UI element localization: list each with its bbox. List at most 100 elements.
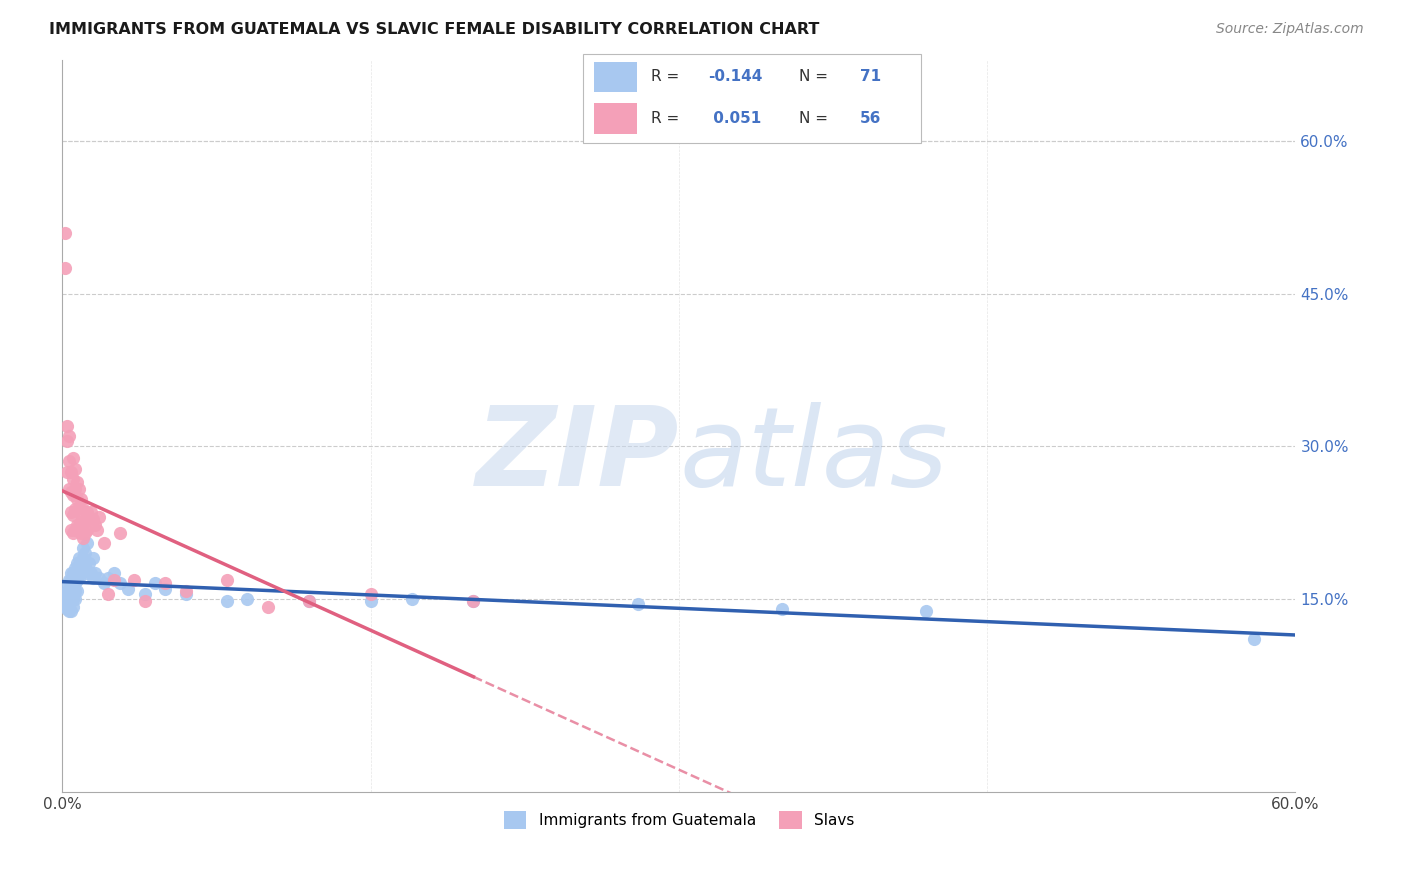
Point (75, 512, 97, 526)
Point (124, 574, 146, 588)
Point (58, 482, 80, 496)
Point (134, 593, 156, 607)
Point (58, 574, 80, 588)
Point (55, 580, 77, 594)
Point (215, 593, 238, 607)
Point (70, 508, 93, 523)
Point (59, 523, 82, 537)
Point (62, 508, 84, 523)
Point (66, 491, 89, 506)
Point (66, 574, 89, 588)
Point (70, 566, 93, 581)
Point (59, 505, 82, 519)
Point (174, 586, 197, 600)
Point (75, 558, 97, 573)
Point (77, 556, 100, 570)
Point (66, 563, 89, 577)
Point (97, 571, 120, 585)
Point (55, 465, 77, 479)
Point (63, 482, 86, 496)
Point (82, 512, 104, 526)
Point (72, 518, 94, 533)
Text: N =: N = (800, 112, 834, 126)
Point (80, 566, 103, 581)
Point (72, 502, 94, 516)
Point (70, 556, 93, 570)
Point (72, 541, 94, 555)
Point (53, 261, 76, 276)
Point (76, 505, 98, 519)
Point (63, 461, 86, 475)
Point (67, 518, 90, 533)
Point (53, 599, 76, 613)
Point (89, 571, 111, 585)
Text: ZIP: ZIP (475, 401, 679, 508)
Point (914, 604, 936, 618)
Point (58, 429, 80, 443)
Point (82, 551, 104, 566)
Point (62, 451, 84, 466)
Text: IMMIGRANTS FROM GUATEMALA VS SLAVIC FEMALE DISABILITY CORRELATION CHART: IMMIGRANTS FROM GUATEMALA VS SLAVIC FEMA… (49, 22, 820, 37)
Point (86, 523, 108, 537)
Point (62, 578, 84, 592)
Point (174, 583, 197, 598)
Point (63, 561, 86, 575)
Point (59, 582, 82, 596)
Point (67, 571, 90, 585)
Point (63, 576, 86, 591)
Text: -0.144: -0.144 (709, 70, 762, 84)
Point (76, 535, 98, 549)
Point (53, 226, 76, 240)
Point (67, 482, 90, 496)
Point (58, 586, 80, 600)
Point (72, 551, 94, 566)
Text: 0.051: 0.051 (709, 112, 762, 126)
Point (59, 484, 82, 499)
Point (70, 491, 93, 506)
Text: N =: N = (800, 70, 834, 84)
Point (84, 566, 107, 581)
Point (360, 586, 382, 600)
Text: 71: 71 (860, 70, 882, 84)
Point (63, 583, 86, 598)
Point (58, 582, 80, 596)
Point (63, 523, 86, 537)
Point (67, 551, 90, 566)
Point (59, 566, 82, 581)
Point (62, 566, 84, 581)
Point (134, 586, 156, 600)
Point (55, 418, 77, 433)
Point (215, 574, 238, 588)
Point (67, 561, 90, 575)
Point (62, 599, 84, 614)
Point (67, 500, 90, 515)
Point (298, 593, 321, 607)
Point (77, 510, 100, 524)
Text: R =: R = (651, 70, 685, 84)
Point (236, 591, 259, 606)
Point (59, 604, 82, 618)
Point (117, 582, 139, 596)
Point (103, 574, 125, 588)
Point (62, 472, 84, 486)
Point (59, 586, 82, 600)
Point (463, 593, 485, 607)
Point (66, 556, 89, 570)
Point (55, 598, 77, 612)
Point (58, 454, 80, 468)
Point (55, 584, 77, 599)
Text: Source: ZipAtlas.com: Source: ZipAtlas.com (1216, 22, 1364, 37)
Point (72, 563, 94, 577)
Point (463, 593, 485, 607)
Point (59, 593, 82, 607)
Point (82, 571, 104, 585)
Point (66, 475, 89, 489)
FancyBboxPatch shape (583, 54, 921, 143)
Point (72, 531, 94, 545)
Point (53, 586, 76, 600)
Point (62, 525, 84, 540)
Point (84, 518, 107, 533)
Point (62, 591, 84, 606)
Point (770, 602, 793, 616)
Point (62, 584, 84, 599)
